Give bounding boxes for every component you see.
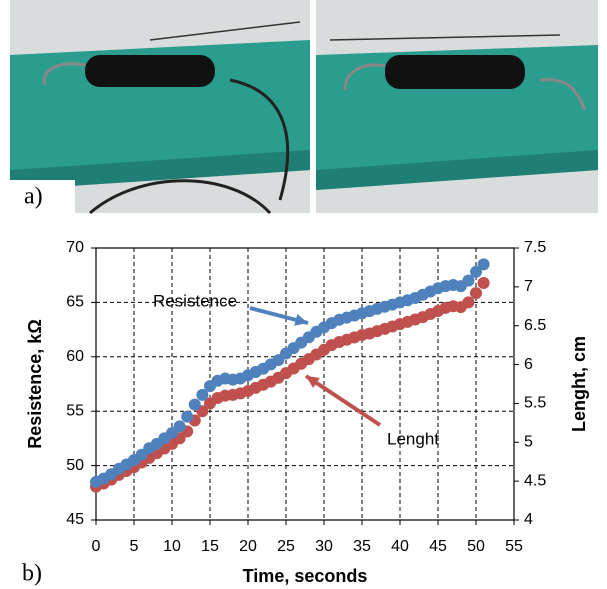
x-axis-title: Time, seconds [243, 566, 368, 586]
y2-tick-label: 5.5 [524, 395, 546, 412]
y2-tick-label: 5 [524, 434, 533, 451]
y2-tick-label: 6.5 [524, 317, 546, 334]
legend-label: Resistence [153, 291, 237, 310]
y2-tick-label: 7 [524, 278, 533, 295]
y-tick-label: 60 [66, 348, 84, 365]
y-tick-label: 45 [66, 511, 84, 528]
y2-tick-label: 6 [524, 356, 533, 373]
data-point [196, 388, 209, 401]
y2-axis-title: Lenght, cm [569, 336, 589, 432]
x-tick-label: 35 [353, 538, 371, 555]
photo-a [10, 0, 310, 215]
y-tick-label: 50 [66, 457, 84, 474]
y2-tick-label: 4.5 [524, 472, 546, 489]
x-tick-label: 0 [92, 538, 101, 555]
legend-label: Lenght [387, 429, 439, 448]
panel-label: a) [24, 184, 43, 210]
y-tick-label: 55 [66, 402, 84, 419]
x-tick-label: 45 [429, 538, 447, 555]
y2-tick-label: 4 [524, 511, 533, 528]
data-point [181, 410, 194, 423]
x-tick-label: 25 [277, 538, 295, 555]
y-tick-label: 65 [66, 294, 84, 311]
x-tick-label: 30 [315, 538, 333, 555]
data-point [477, 258, 490, 271]
data-point [462, 296, 475, 309]
x-tick-label: 20 [239, 538, 257, 555]
x-tick-label: 10 [163, 538, 181, 555]
data-point [470, 287, 482, 300]
data-point [188, 398, 201, 411]
data-point [470, 265, 482, 278]
x-tick-label: 50 [467, 538, 485, 555]
data-point [173, 420, 186, 433]
y-tick-label: 70 [66, 239, 84, 256]
data-point [477, 276, 490, 289]
annotation-arrowhead [294, 313, 308, 326]
y-axis-title: Resistence, kΩ [25, 319, 45, 449]
plot-frame [95, 247, 515, 521]
data-point [462, 274, 475, 287]
y2-tick-label: 7.5 [524, 239, 546, 256]
annotation-arrow [304, 374, 382, 427]
panel-label: b) [22, 561, 42, 587]
x-tick-label: 40 [391, 538, 409, 555]
x-tick-label: 15 [201, 538, 219, 555]
annotation-arrowhead [306, 376, 320, 389]
photo-b [316, 0, 598, 213]
x-tick-label: 5 [130, 538, 139, 555]
x-tick-label: 55 [505, 538, 523, 555]
